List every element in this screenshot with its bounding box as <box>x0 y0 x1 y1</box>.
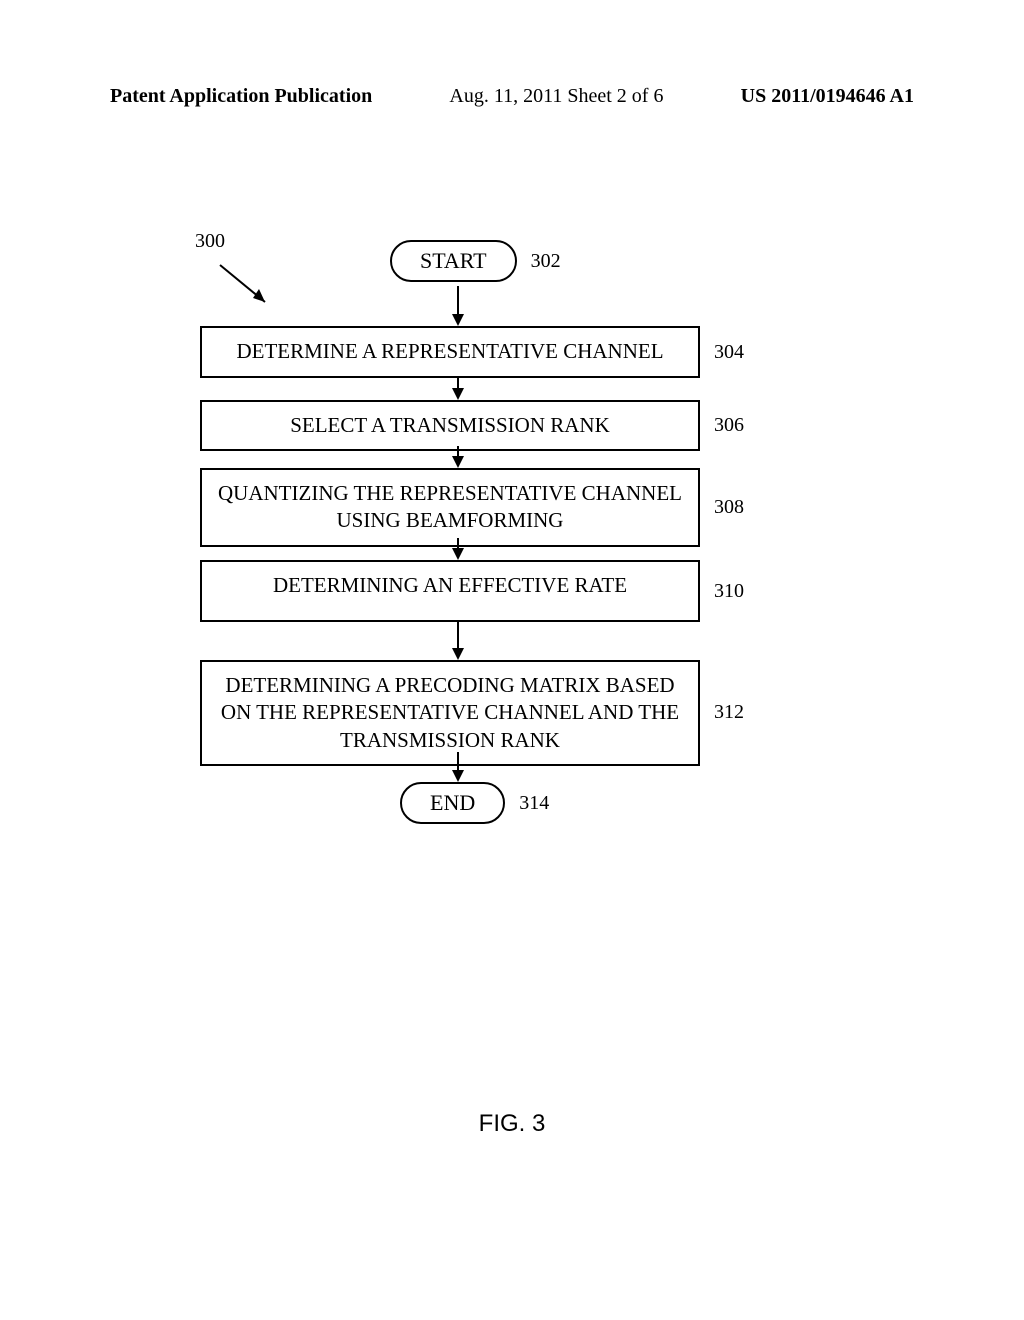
start-terminal: START <box>390 240 517 282</box>
step1-box: DETERMINE A REPRESENTATIVE CHANNEL <box>200 326 700 378</box>
ref-314: 314 <box>519 792 549 815</box>
arrow-3 <box>448 446 468 468</box>
step1-wrap: DETERMINE A REPRESENTATIVE CHANNEL 304 <box>200 326 744 378</box>
arrow-1 <box>448 286 468 326</box>
arrow-2 <box>448 378 468 400</box>
start-node-wrap: START 302 <box>390 240 561 282</box>
ref-308: 308 <box>714 496 744 519</box>
figure-caption: FIG. 3 <box>0 1110 1024 1138</box>
ref-302: 302 <box>531 250 561 273</box>
step2-box: SELECT A TRANSMISSION RANK <box>200 400 700 451</box>
arrow-4 <box>448 538 468 560</box>
arrow-6 <box>448 752 468 782</box>
step4-wrap: DETERMINING AN EFFECTIVE RATE 310 <box>200 560 744 622</box>
ref-overall-arrow <box>215 260 285 320</box>
header-mid: Aug. 11, 2011 Sheet 2 of 6 <box>449 85 663 108</box>
step3-wrap: QUANTIZING THE REPRESENTATIVE CHANNEL US… <box>200 468 744 547</box>
ref-310: 310 <box>714 580 744 603</box>
header-left: Patent Application Publication <box>110 85 372 108</box>
step2-wrap: SELECT A TRANSMISSION RANK 306 <box>200 400 744 451</box>
step3-box: QUANTIZING THE REPRESENTATIVE CHANNEL US… <box>200 468 700 547</box>
ref-306: 306 <box>714 414 744 437</box>
ref-312: 312 <box>714 701 744 724</box>
arrow-5 <box>448 622 468 660</box>
page-header: Patent Application Publication Aug. 11, … <box>0 85 1024 108</box>
end-node-wrap: END 314 <box>400 782 549 824</box>
step4-box: DETERMINING AN EFFECTIVE RATE <box>200 560 700 622</box>
step5-wrap: DETERMINING A PRECODING MATRIX BASED ON … <box>200 660 744 766</box>
header-right: US 2011/0194646 A1 <box>741 85 914 108</box>
ref-304: 304 <box>714 341 744 364</box>
ref-overall: 300 <box>195 230 225 253</box>
end-terminal: END <box>400 782 505 824</box>
step5-box: DETERMINING A PRECODING MATRIX BASED ON … <box>200 660 700 766</box>
